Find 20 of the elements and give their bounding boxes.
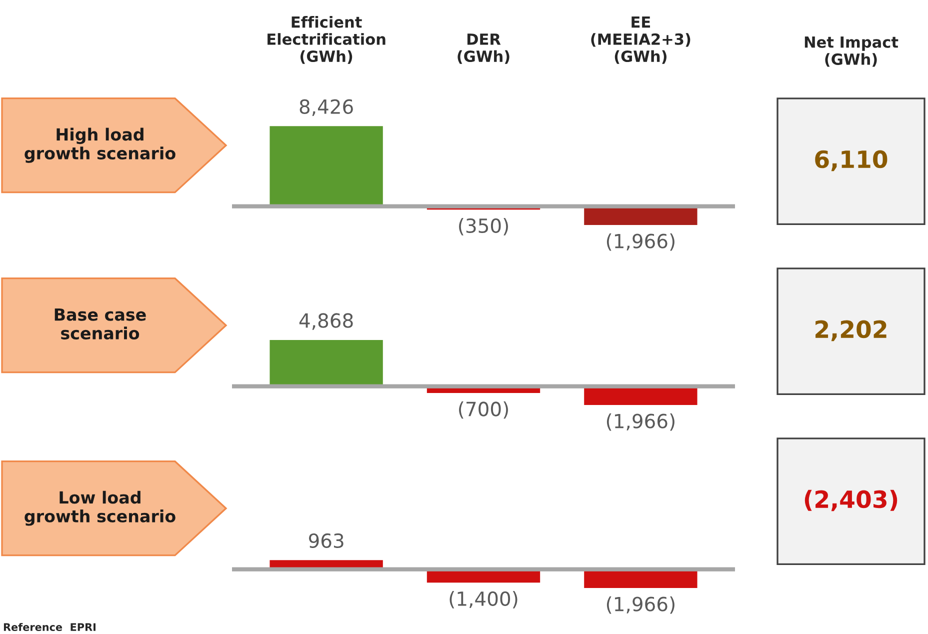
data-label: 4,868	[299, 313, 353, 330]
data-label: (350)	[459, 218, 508, 236]
x-tick-label: EE (MEEIA2+3) (GWh)	[591, 16, 690, 64]
data-label: 6,110	[815, 150, 888, 172]
data-label: 963	[308, 533, 344, 548]
text: Net Impact (GWh)	[804, 36, 898, 67]
x-tick-label: DER (GWh)	[458, 34, 510, 64]
data-label: 2,202	[816, 320, 886, 342]
data-label: (1,966)	[606, 596, 674, 614]
x-tick-label: Efficient Electrification (GWh)	[268, 16, 386, 64]
data-label: (2,403)	[804, 490, 898, 512]
chart-title: Low load growth scenario	[24, 490, 176, 526]
data-label: (1,400)	[450, 591, 518, 608]
data-label: (1,966)	[606, 233, 674, 251]
data-label: 8,426	[300, 99, 353, 116]
chart-title: Base case scenario	[54, 308, 146, 340]
data-label: (1,966)	[606, 413, 674, 431]
text: Reference EPRI	[4, 622, 96, 632]
data-label: (700)	[459, 401, 508, 419]
text: High load growth scenario	[24, 128, 176, 163]
